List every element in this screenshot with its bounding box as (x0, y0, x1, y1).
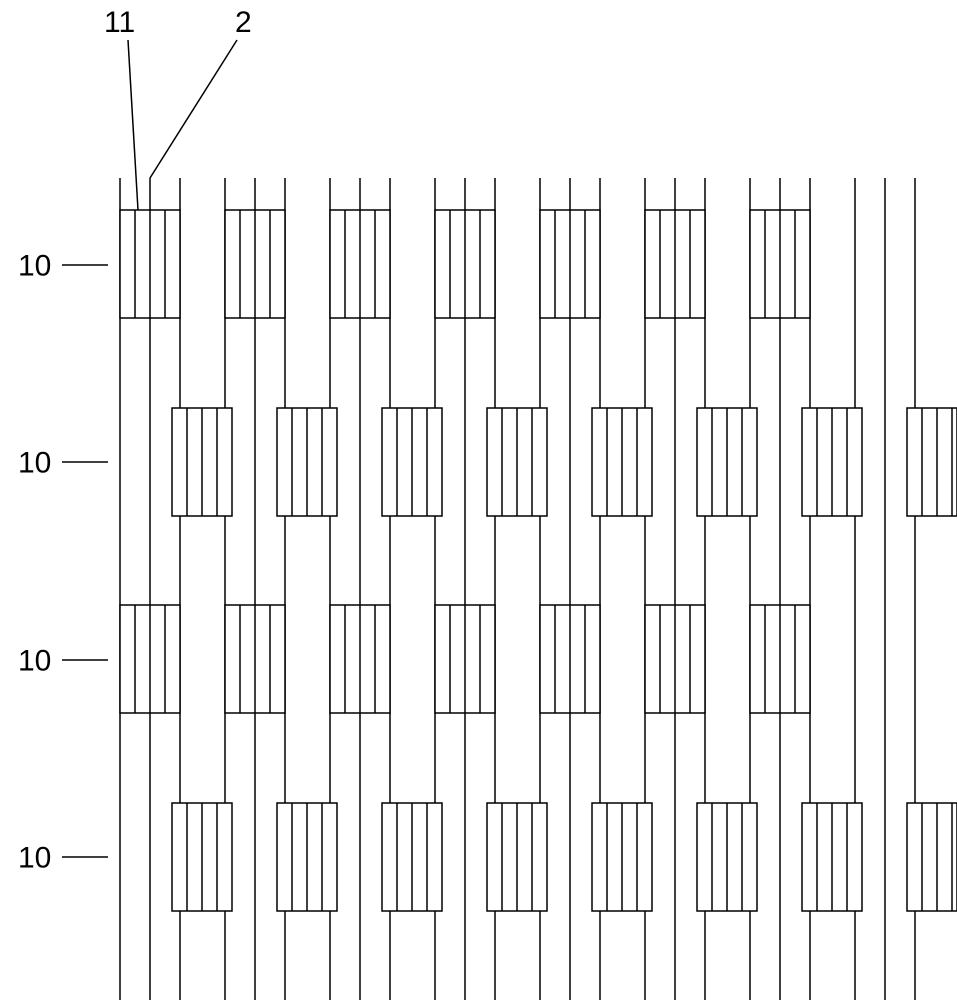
pattern-box (330, 605, 390, 713)
top-leader-line (150, 40, 237, 178)
pattern-box (592, 803, 652, 911)
pattern-box (802, 803, 862, 911)
pattern-box (487, 408, 547, 516)
pattern-box (172, 803, 232, 911)
pattern-box (802, 408, 862, 516)
pattern-box (750, 605, 810, 713)
pattern-box (435, 605, 495, 713)
pattern-box (697, 408, 757, 516)
top-label: 11 (104, 6, 135, 39)
pattern-box (225, 210, 285, 318)
pattern-box (750, 210, 810, 318)
pattern-box (435, 210, 495, 318)
pattern-box (697, 803, 757, 911)
top-leader-line (128, 40, 138, 210)
row-label: 10 (18, 447, 51, 480)
pattern-box (277, 803, 337, 911)
diagram-canvas: 10 10 10 10 11 2 (0, 0, 957, 1000)
pattern-box (540, 605, 600, 713)
pattern-box (645, 605, 705, 713)
pattern-box (382, 803, 442, 911)
pattern-box (540, 210, 600, 318)
row-label: 10 (18, 842, 51, 875)
pattern-box (225, 605, 285, 713)
pattern-box (277, 408, 337, 516)
pattern-box (120, 210, 180, 318)
pattern-box (330, 210, 390, 318)
diagram-svg: 10 10 10 10 11 2 (0, 0, 957, 1000)
row-label: 10 (18, 645, 51, 678)
pattern-box (645, 210, 705, 318)
pattern-box (172, 408, 232, 516)
row-label: 10 (18, 250, 51, 283)
pattern-box (592, 408, 652, 516)
pattern-box (487, 803, 547, 911)
top-label: 2 (235, 6, 252, 39)
pattern-box (382, 408, 442, 516)
pattern-box (120, 605, 180, 713)
pattern-box (907, 803, 957, 911)
pattern-box (907, 408, 957, 516)
